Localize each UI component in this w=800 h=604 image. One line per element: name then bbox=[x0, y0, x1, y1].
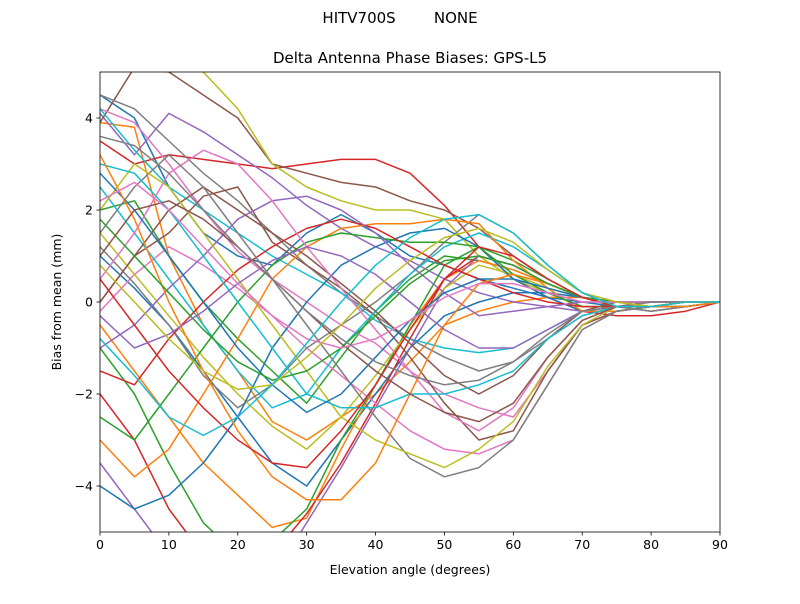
y-tick-label: −2 bbox=[75, 387, 93, 402]
y-tick-label: 2 bbox=[85, 203, 93, 218]
series-line-23 bbox=[100, 232, 720, 441]
series-line-40 bbox=[100, 213, 720, 437]
series-line-9 bbox=[100, 72, 720, 308]
series-line-27 bbox=[100, 149, 720, 432]
x-tick-label: 20 bbox=[230, 537, 246, 552]
x-tick-label: 70 bbox=[574, 537, 590, 552]
series-group bbox=[100, 72, 720, 532]
series-line-4 bbox=[100, 140, 720, 317]
series-line-21 bbox=[100, 227, 720, 510]
series-line-35 bbox=[100, 246, 720, 349]
x-tick-label: 90 bbox=[712, 537, 728, 552]
x-tick-label: 40 bbox=[368, 537, 384, 552]
chart-title: Delta Antenna Phase Biases: GPS-L5 bbox=[272, 49, 548, 67]
series-line-39 bbox=[100, 227, 720, 391]
series-line-5 bbox=[100, 112, 720, 312]
x-tick-label: 80 bbox=[643, 537, 659, 552]
series-line-31 bbox=[100, 172, 720, 414]
y-axis-label: Bias from mean (mm) bbox=[49, 234, 64, 371]
figure-suptitle: HITV700S NONE bbox=[322, 9, 478, 27]
y-tick-label: 4 bbox=[85, 111, 93, 126]
y-tick-label: −4 bbox=[75, 479, 93, 494]
x-tick-label: 50 bbox=[436, 537, 452, 552]
y-tick-label: 0 bbox=[85, 295, 93, 310]
series-line-28 bbox=[100, 154, 720, 478]
x-tick-label: 0 bbox=[96, 537, 104, 552]
series-line-13 bbox=[100, 246, 720, 532]
x-tick-label: 10 bbox=[161, 537, 177, 552]
x-axis-label: Elevation angle (degrees) bbox=[330, 562, 491, 577]
x-tick-label: 30 bbox=[299, 537, 315, 552]
x-tick-label: 60 bbox=[505, 537, 521, 552]
